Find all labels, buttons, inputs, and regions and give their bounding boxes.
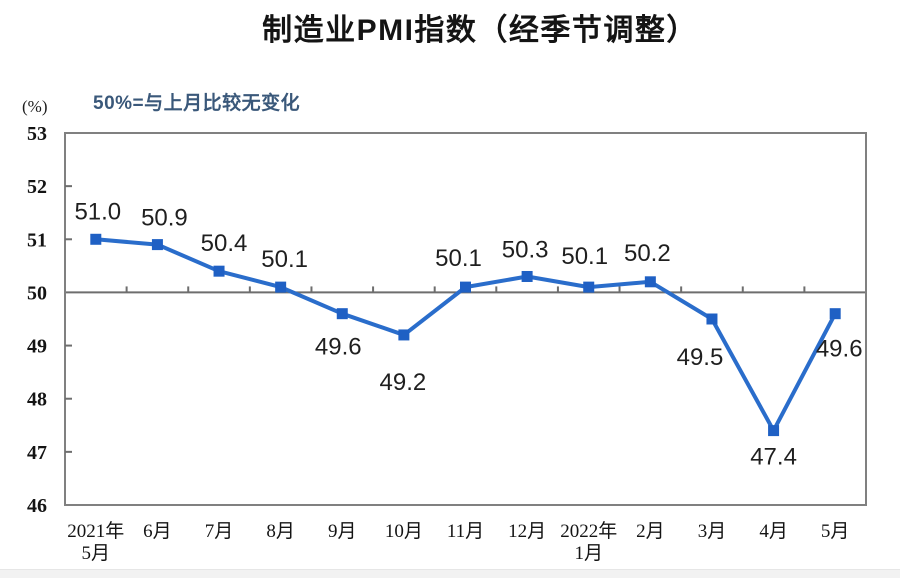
data-point-value-label: 49.6 bbox=[315, 334, 362, 361]
x-axis-category-label: 2021年 bbox=[67, 520, 124, 542]
y-axis-tick-label: 50 bbox=[27, 282, 47, 304]
x-axis-category-label: 11月 bbox=[447, 521, 484, 542]
data-point-value-label: 50.1 bbox=[435, 245, 482, 272]
data-point-marker bbox=[644, 276, 656, 288]
data-point-value-label: 50.2 bbox=[624, 240, 671, 267]
plot-border bbox=[64, 132, 867, 506]
data-point-value-label: 50.9 bbox=[141, 205, 188, 232]
x-axis-category-label: 3月 bbox=[698, 521, 727, 542]
data-point-marker bbox=[90, 233, 102, 245]
x-axis-category-label: 8月 bbox=[266, 521, 295, 542]
data-point-marker bbox=[768, 425, 780, 437]
data-point-marker bbox=[398, 329, 410, 341]
x-axis-category-label: 2022年 bbox=[560, 520, 617, 542]
data-point-marker bbox=[275, 281, 287, 293]
data-point-marker bbox=[706, 313, 718, 325]
y-axis-tick-label: 47 bbox=[27, 442, 47, 464]
y-axis-tick-label: 48 bbox=[27, 389, 47, 411]
data-point-value-label: 49.6 bbox=[816, 336, 863, 363]
y-axis-tick-label: 49 bbox=[27, 336, 47, 358]
data-point-marker bbox=[151, 239, 163, 251]
data-point-value-label: 49.2 bbox=[380, 369, 427, 396]
x-axis-category-label: 5月 bbox=[82, 543, 111, 564]
y-axis-tick-label: 51 bbox=[27, 229, 47, 251]
y-axis-tick-label: 53 bbox=[27, 123, 47, 145]
data-point-marker bbox=[460, 281, 471, 293]
chart-title: 制造业PMI指数（经季节调整） bbox=[262, 14, 698, 47]
x-axis-category-label: 4月 bbox=[759, 521, 788, 542]
reference-line-annotation: 50%=与上月比较无变化 bbox=[93, 93, 301, 114]
bottom-page-strip bbox=[0, 569, 900, 578]
y-axis-unit-label: (%) bbox=[22, 97, 48, 116]
data-point-value-label: 50.4 bbox=[201, 230, 248, 257]
x-axis-category-label: 10月 bbox=[385, 521, 423, 542]
data-point-value-label: 50.1 bbox=[561, 243, 608, 270]
data-point-value-label: 51.0 bbox=[74, 198, 121, 225]
data-point-value-label: 49.5 bbox=[677, 344, 724, 371]
data-point-value-label: 50.3 bbox=[502, 236, 549, 263]
x-axis-category-label: 2月 bbox=[636, 521, 665, 542]
x-axis-category-label: 5月 bbox=[821, 521, 850, 542]
data-point-marker bbox=[521, 270, 533, 282]
x-axis-category-label: 6月 bbox=[143, 521, 172, 542]
x-axis-category-label: 1月 bbox=[574, 543, 603, 564]
data-point-marker bbox=[829, 308, 841, 320]
data-point-value-label: 50.1 bbox=[261, 246, 308, 273]
data-point-value-label: 47.4 bbox=[750, 444, 797, 471]
y-axis-tick-label: 52 bbox=[27, 176, 47, 198]
x-axis-category-label: 12月 bbox=[508, 521, 546, 542]
x-axis-category-label: 9月 bbox=[328, 521, 357, 542]
y-axis-tick-label: 46 bbox=[27, 495, 47, 517]
x-axis-category-label: 7月 bbox=[205, 521, 234, 542]
data-point-marker bbox=[583, 281, 595, 293]
data-point-marker bbox=[213, 265, 225, 277]
data-point-marker bbox=[336, 308, 348, 320]
